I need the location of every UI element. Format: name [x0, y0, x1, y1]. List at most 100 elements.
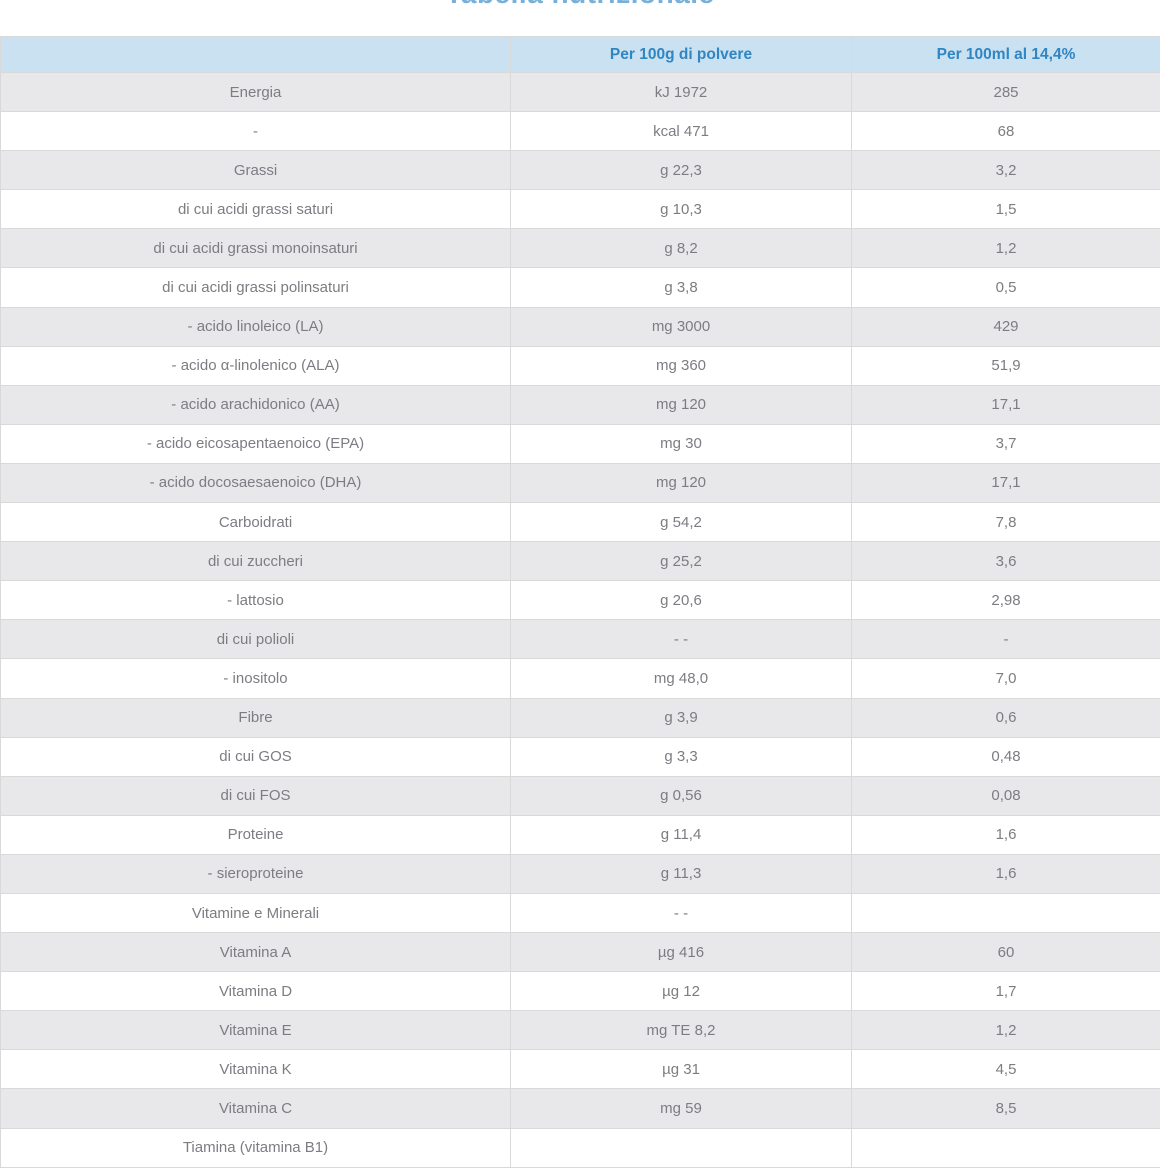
- cell-label: - acido α-linolenico (ALA): [1, 346, 511, 385]
- cell-per100g: mg 120: [511, 463, 852, 502]
- cell-per100ml: 429: [852, 307, 1160, 346]
- cell-per100g: mg 30: [511, 424, 852, 463]
- cell-per100g: µg 31: [511, 1050, 852, 1089]
- cell-per100g: g 54,2: [511, 503, 852, 542]
- cell-per100ml: 7,0: [852, 659, 1160, 698]
- cell-label: di cui zuccheri: [1, 542, 511, 581]
- cell-per100ml: [852, 893, 1160, 932]
- cell-per100ml: 8,5: [852, 1089, 1160, 1128]
- cell-per100ml: 2,98: [852, 581, 1160, 620]
- cell-label: Vitamina C: [1, 1089, 511, 1128]
- cell-per100g: kcal 471: [511, 112, 852, 151]
- cell-per100ml: 285: [852, 73, 1160, 112]
- cell-label: - acido eicosapentaenoico (EPA): [1, 424, 511, 463]
- cell-label: di cui acidi grassi polinsaturi: [1, 268, 511, 307]
- cell-per100g: - -: [511, 620, 852, 659]
- cell-label: Fibre: [1, 698, 511, 737]
- header-row: Per 100g di polvere Per 100ml al 14,4%: [1, 37, 1160, 73]
- cell-label: Energia: [1, 73, 511, 112]
- cell-per100g: µg 12: [511, 972, 852, 1011]
- table-row-kcal: - kcal 471 68: [1, 112, 1160, 151]
- cell-label: di cui acidi grassi saturi: [1, 190, 511, 229]
- table-row-epa: - acido eicosapentaenoico (EPA) mg 30 3,…: [1, 424, 1160, 463]
- cell-per100ml: 0,5: [852, 268, 1160, 307]
- table-row-gos: di cui GOS g 3,3 0,48: [1, 737, 1160, 776]
- cell-per100g: mg 360: [511, 346, 852, 385]
- table-row-carboidrati: Carboidrati g 54,2 7,8: [1, 503, 1160, 542]
- cell-per100ml: 7,8: [852, 503, 1160, 542]
- cell-per100g: g 11,3: [511, 854, 852, 893]
- cell-per100ml: 1,7: [852, 972, 1160, 1011]
- cell-per100g: g 8,2: [511, 229, 852, 268]
- table-row-vitamina-c: Vitamina C mg 59 8,5: [1, 1089, 1160, 1128]
- cell-per100ml: 1,6: [852, 854, 1160, 893]
- cell-per100ml: 51,9: [852, 346, 1160, 385]
- cell-per100ml: 3,2: [852, 151, 1160, 190]
- table-row-sieroproteine: - sieroproteine g 11,3 1,6: [1, 854, 1160, 893]
- cell-per100g: kJ 1972: [511, 73, 852, 112]
- page-title-cutoff: Tabella nutrizionale: [445, 0, 714, 6]
- cell-per100ml: 17,1: [852, 385, 1160, 424]
- cell-per100g: g 3,3: [511, 737, 852, 776]
- table-row-vitamina-a: Vitamina A µg 416 60: [1, 933, 1160, 972]
- cell-label: Vitamine e Minerali: [1, 893, 511, 932]
- cell-per100ml: 68: [852, 112, 1160, 151]
- cell-per100g: g 11,4: [511, 815, 852, 854]
- cell-label: - sieroproteine: [1, 854, 511, 893]
- cutoff-title-band: Tabella nutrizionale: [0, 0, 1160, 36]
- cell-label: di cui GOS: [1, 737, 511, 776]
- table-row-grassi-saturi: di cui acidi grassi saturi g 10,3 1,5: [1, 190, 1160, 229]
- cell-per100g: mg 59: [511, 1089, 852, 1128]
- cell-per100g: g 0,56: [511, 776, 852, 815]
- header-empty-cell: [1, 37, 511, 73]
- nutrition-table: Per 100g di polvere Per 100ml al 14,4% E…: [0, 36, 1160, 1168]
- cell-per100ml: 1,6: [852, 815, 1160, 854]
- cell-per100ml: 1,2: [852, 1011, 1160, 1050]
- cell-label: - acido linoleico (LA): [1, 307, 511, 346]
- cell-per100ml: 0,6: [852, 698, 1160, 737]
- cell-per100g: g 20,6: [511, 581, 852, 620]
- cell-label: -: [1, 112, 511, 151]
- cell-label: Carboidrati: [1, 503, 511, 542]
- cell-per100ml: 17,1: [852, 463, 1160, 502]
- table-row-tiamina-partial: Tiamina (vitamina B1): [1, 1128, 1160, 1167]
- cell-per100g: g 25,2: [511, 542, 852, 581]
- cell-label: Grassi: [1, 151, 511, 190]
- table-row-linolenico: - acido α-linolenico (ALA) mg 360 51,9: [1, 346, 1160, 385]
- table-row-lattosio: - lattosio g 20,6 2,98: [1, 581, 1160, 620]
- cell-per100ml: [852, 1128, 1160, 1167]
- header-per-100g: Per 100g di polvere: [511, 37, 852, 73]
- cell-per100ml: 3,7: [852, 424, 1160, 463]
- cell-per100ml: 4,5: [852, 1050, 1160, 1089]
- table-row-linoleico: - acido linoleico (LA) mg 3000 429: [1, 307, 1160, 346]
- table-row-vitamina-k: Vitamina K µg 31 4,5: [1, 1050, 1160, 1089]
- table-row-polinsaturi: di cui acidi grassi polinsaturi g 3,8 0,…: [1, 268, 1160, 307]
- cell-per100g: µg 416: [511, 933, 852, 972]
- cell-per100ml: 0,08: [852, 776, 1160, 815]
- cell-label: Vitamina E: [1, 1011, 511, 1050]
- table-row-polioli: di cui polioli - - -: [1, 620, 1160, 659]
- table-row-energia: Energia kJ 1972 285: [1, 73, 1160, 112]
- cell-per100g: g 22,3: [511, 151, 852, 190]
- table-row-vitamina-e: Vitamina E mg TE 8,2 1,2: [1, 1011, 1160, 1050]
- table-row-arachidonico: - acido arachidonico (AA) mg 120 17,1: [1, 385, 1160, 424]
- header-per-100ml: Per 100ml al 14,4%: [852, 37, 1160, 73]
- table-row-monoinsaturi: di cui acidi grassi monoinsaturi g 8,2 1…: [1, 229, 1160, 268]
- cell-label: - lattosio: [1, 581, 511, 620]
- cell-label: Vitamina A: [1, 933, 511, 972]
- table-row-grassi: Grassi g 22,3 3,2: [1, 151, 1160, 190]
- cell-per100ml: 1,5: [852, 190, 1160, 229]
- cell-label: - acido arachidonico (AA): [1, 385, 511, 424]
- table-row-inositolo: - inositolo mg 48,0 7,0: [1, 659, 1160, 698]
- cell-label: di cui FOS: [1, 776, 511, 815]
- cell-per100ml: 0,48: [852, 737, 1160, 776]
- table-row-proteine: Proteine g 11,4 1,6: [1, 815, 1160, 854]
- table-row-dha: - acido docosaesaenoico (DHA) mg 120 17,…: [1, 463, 1160, 502]
- cell-per100ml: 60: [852, 933, 1160, 972]
- cell-per100g: g 10,3: [511, 190, 852, 229]
- cell-per100g: mg 3000: [511, 307, 852, 346]
- cutoff-title-clip: Tabella nutrizionale: [0, 0, 1160, 6]
- cell-label: Proteine: [1, 815, 511, 854]
- cell-label: - acido docosaesaenoico (DHA): [1, 463, 511, 502]
